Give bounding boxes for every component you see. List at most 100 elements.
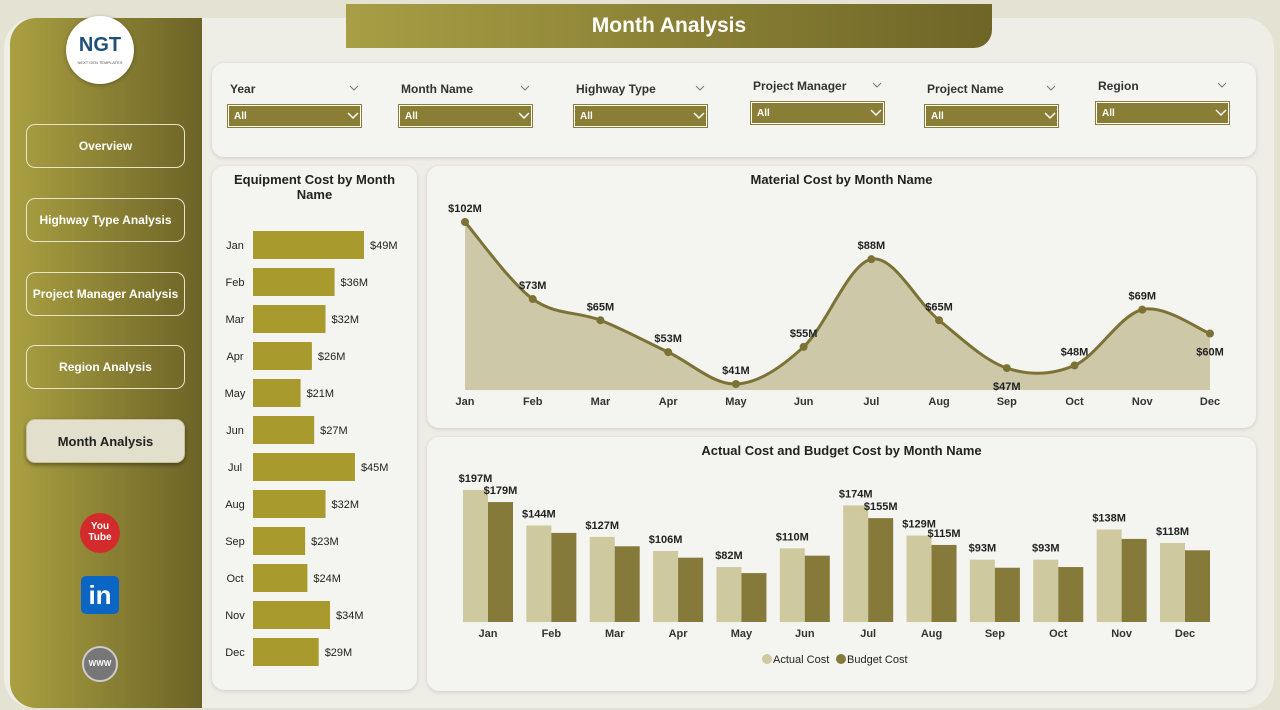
logo-subtitle: NEXT GEN TEMPLATES [77,60,123,65]
data-label: $93M [1032,543,1060,555]
x-tick-label: Oct [1049,628,1068,640]
chevron [1046,85,1056,91]
data-label: $82M [715,550,743,562]
data-label: $26M [318,351,346,363]
x-tick-label: Dec [1175,628,1195,640]
bar [551,532,577,622]
legend-marker [836,654,846,664]
bar [253,305,326,333]
nav-button[interactable]: Month Analysis [26,419,185,463]
x-tick-label: Jun [794,396,814,408]
bar [741,573,767,622]
chevron [520,85,530,91]
filter-dropdown[interactable]: All [924,104,1059,128]
data-label: $23M [311,536,339,548]
y-tick-label: Nov [225,610,245,622]
bar [253,527,306,555]
bar [1160,542,1185,622]
bar [678,557,704,622]
data-label: $60M [1196,347,1224,359]
nav-button[interactable]: Project Manager Analysis [26,272,185,316]
chevron [1217,82,1227,88]
chart-title: Actual Cost and Budget Cost by Month Nam… [701,443,982,458]
x-tick-label: Oct [1065,396,1084,408]
data-label: $174M [839,488,873,500]
point [1070,361,1079,370]
data-label: $65M [925,301,953,313]
chevron [1044,112,1056,120]
bar [1121,538,1147,622]
data-label: $41M [722,365,750,377]
data-label: $48M [1061,346,1089,358]
point [1138,305,1147,314]
data-label: $102M [448,203,482,215]
point [1002,364,1011,373]
data-label: $144M [522,509,556,521]
data-label: $49M [370,240,398,252]
x-tick-label: Feb [542,628,562,640]
data-label: $127M [585,520,619,532]
bar [931,544,957,622]
point [1206,329,1214,338]
chevron [518,112,530,120]
data-label: $115M [928,528,961,540]
data-label: $47M [993,381,1021,393]
bar [488,502,513,622]
bar [253,564,308,592]
point [731,380,740,388]
chart-title: Material Cost by Month Name [750,172,933,187]
x-tick-label: May [731,628,753,640]
filter-label: Region [1098,79,1139,93]
area [465,222,1210,390]
filter-label: Project Name [927,82,1004,96]
y-tick-label: Dec [225,647,245,659]
x-tick-label: Feb [523,396,543,408]
data-label: $21M [307,388,335,400]
x-tick-label: Jul [860,628,876,640]
data-label: $27M [320,425,348,437]
bar [253,268,335,296]
data-label: $88M [858,240,886,252]
bar [843,505,869,622]
data-label: $106M [649,534,683,546]
data-label: $69M [1129,291,1157,303]
bar [868,518,894,622]
icon-text: You [90,521,110,532]
bar [1096,529,1122,622]
filter-dropdown[interactable]: All [227,104,362,128]
filter-label: Highway Type [576,82,656,96]
nav-button[interactable]: Overview [26,124,185,168]
y-tick-label: Feb [226,277,245,289]
y-tick-label: Jun [226,425,244,437]
bar [969,559,995,622]
data-label: $53M [654,333,682,345]
point [664,348,673,357]
x-tick-label: Mar [591,396,611,408]
bar [253,342,312,370]
bar [906,535,932,622]
bar [994,567,1020,622]
legend-label: Actual Cost [773,654,829,666]
point [935,316,944,325]
chevron [872,82,882,88]
filter-dropdown[interactable]: All [1095,101,1230,125]
chevron [695,85,705,91]
nav-button[interactable]: Region Analysis [26,345,185,389]
linkedin-icon[interactable]: in [81,576,119,614]
youtube-icon[interactable]: You Tube [80,513,120,553]
data-label: $197M [459,473,493,485]
filter-dropdown[interactable]: All [573,104,708,128]
point [528,295,537,304]
data-label: $36M [341,277,369,289]
data-label: $118M [1156,526,1189,538]
nav-button[interactable]: Highway Type Analysis [26,198,185,242]
web-icon[interactable]: WWW [82,646,118,682]
header-title: Month Analysis [346,4,992,48]
filter-dropdown[interactable]: All [750,101,885,125]
data-label: $179M [484,485,518,497]
filter-dropdown[interactable]: All [398,104,533,128]
bar [1033,559,1059,622]
filter-label: Month Name [401,82,473,96]
x-tick-label: Sep [997,396,1017,408]
